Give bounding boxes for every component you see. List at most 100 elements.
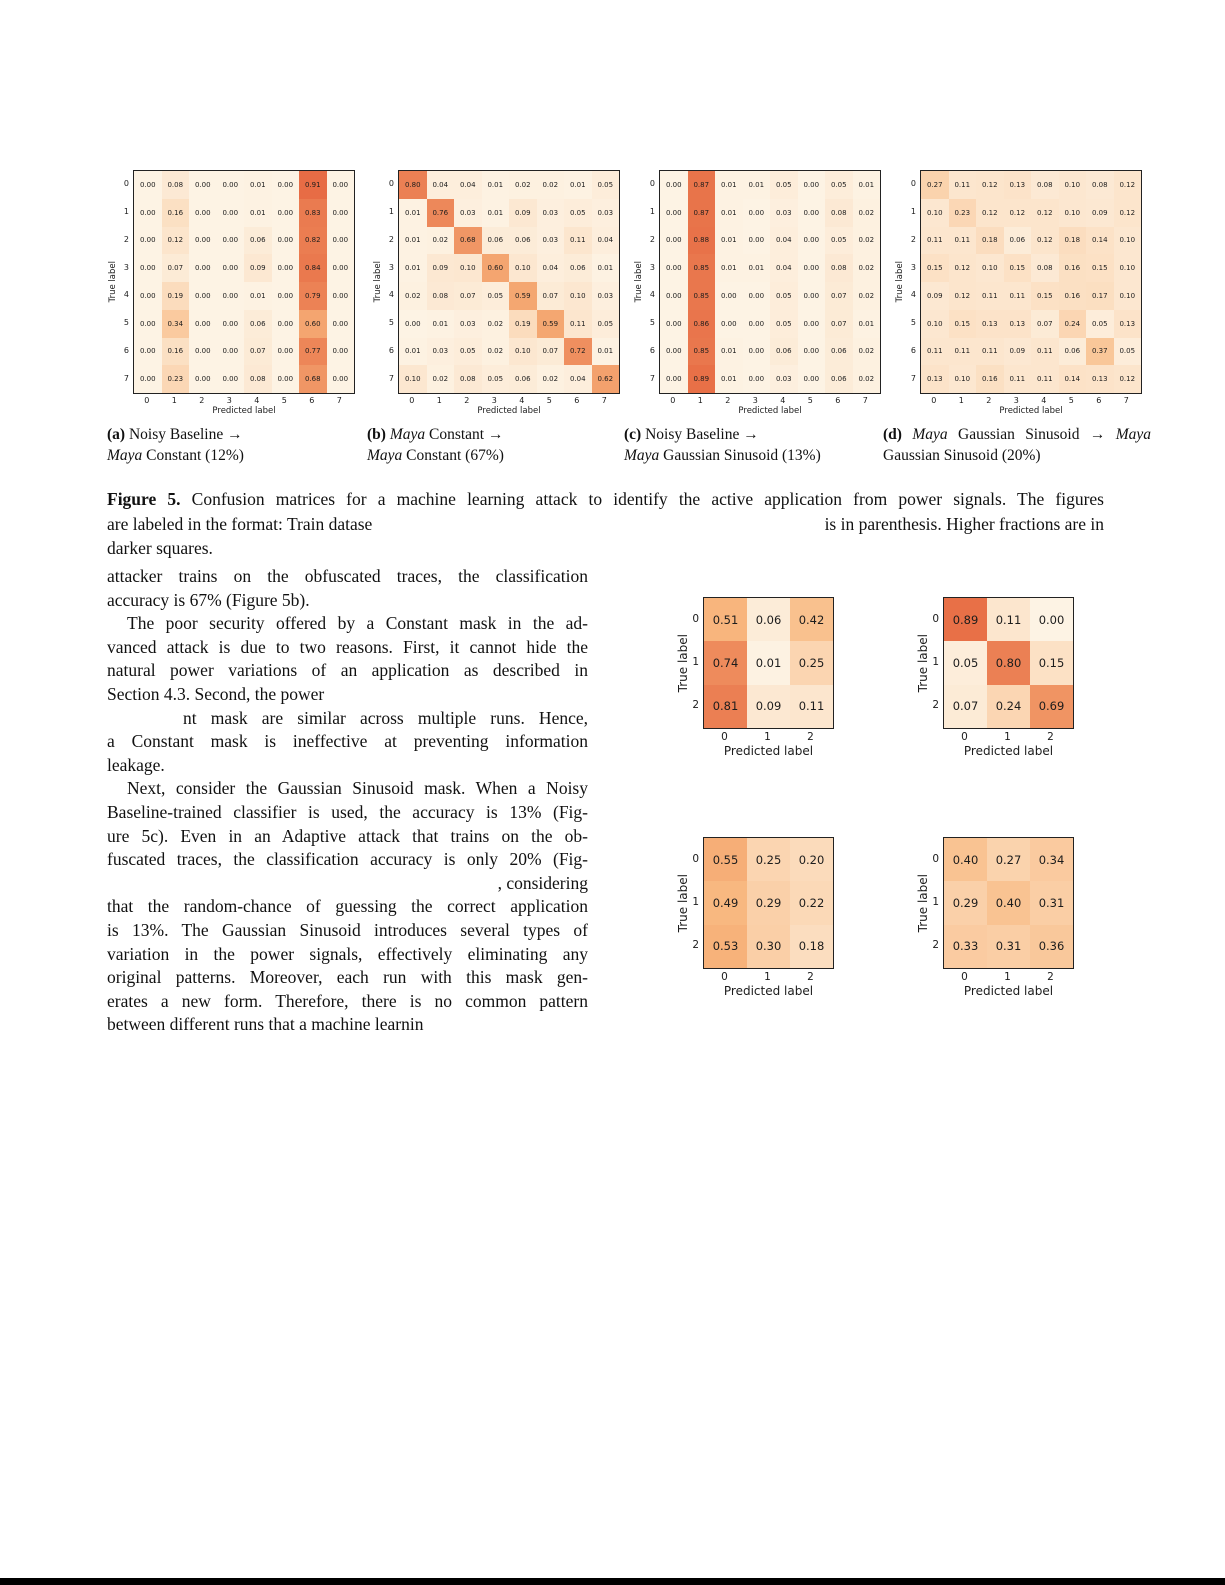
subcaption-line: Maya Constant (67%) — [367, 445, 617, 466]
y-axis-label: True label — [676, 633, 690, 693]
heatmap-cell: 0.00 — [797, 337, 825, 366]
heatmap-cell: 0.00 — [271, 282, 299, 310]
heatmap-cell: 0.24 — [1058, 309, 1086, 338]
heatmap-row: 0.00 0.85 0.00 0.00 0.05 0.00 0.07 0.02 — [660, 282, 880, 310]
x-axis-label: Predicted label — [723, 744, 814, 759]
heatmap-cell: 0.00 — [189, 254, 217, 282]
y-tick-label: 0 — [388, 179, 394, 189]
subcaption-segment — [902, 426, 912, 443]
heatmap-cell: 0.10 — [564, 282, 592, 310]
heatmap-cell: 0.79 — [299, 282, 327, 310]
heatmap-cell: 0.03 — [536, 198, 564, 227]
heatmap-row: 0.33 0.31 0.36 — [944, 924, 1073, 969]
heatmap-cell: 0.85 — [687, 282, 715, 310]
heatmap-cell: 0.59 — [536, 309, 564, 338]
subcaption-d: (d) Maya Gaussian Sinusoid → Maya Gaussia… — [883, 424, 1151, 466]
y-tick-label: 3 — [910, 262, 916, 272]
heatmap-cell: 0.00 — [271, 226, 299, 255]
heatmap-cell: 0.00 — [134, 282, 162, 310]
heatmap-cell: 0.00 — [660, 309, 688, 338]
heatmap-cell: 0.05 — [770, 282, 798, 310]
heatmap-cell: 0.00 — [660, 337, 688, 366]
y-tick-label: 7 — [388, 373, 394, 383]
heatmap-cell: 0.13 — [976, 309, 1004, 338]
x-tick-label: 2 — [1047, 971, 1054, 984]
heatmap-cell: 0.09 — [1086, 198, 1114, 227]
heatmap-cell: 0.02 — [852, 282, 880, 310]
x-tick-label: 5 — [281, 396, 287, 405]
heatmap-cell: 0.00 — [189, 309, 217, 338]
x-tick-label: 7 — [601, 396, 607, 405]
heatmap-cell: 0.00 — [326, 309, 354, 338]
body-line: leakage. — [107, 754, 165, 775]
confusion-matrix-small-4: True label 0 1 2 0.40 0.27 0.34 0.29 0.40 0.31 0.3… — [916, 837, 1074, 998]
heatmap-row: 0.00 0.16 0.00 0.00 0.01 0.00 0.83 0.00 — [134, 198, 354, 227]
heatmap-cell: 0.05 — [1113, 337, 1141, 366]
heatmap-cell: 0.55 — [704, 838, 747, 882]
subcaption-line: (a) Noisy Baseline → — [107, 424, 357, 445]
figure-caption-line2: are labeled in the format: Train datase … — [107, 512, 1104, 537]
subcaption-line: Maya Constant (12%) — [107, 445, 357, 466]
heatmap-cell: 0.00 — [271, 254, 299, 282]
heatmap-cell: 0.15 — [1003, 254, 1031, 282]
heatmap-cell: 0.06 — [564, 254, 592, 282]
y-axis-label: True label — [895, 261, 905, 303]
subcaption-segment: Constant (12%) — [142, 447, 244, 464]
x-tick-label: 2 — [807, 971, 814, 984]
x-tick-label: 1 — [1004, 731, 1011, 744]
heatmap-cell: 0.00 — [134, 171, 162, 199]
heatmap-cell: 0.01 — [715, 198, 743, 227]
heatmap-cell: 0.02 — [481, 337, 509, 366]
heatmap-cell: 0.00 — [189, 337, 217, 366]
heatmap-cell: 0.42 — [790, 598, 833, 642]
body-line: is 13%. The Gaussian Sinusoid introduces… — [107, 919, 588, 940]
heatmap-cell: 0.06 — [1003, 226, 1031, 255]
heatmap-cell: 0.10 — [921, 309, 949, 338]
x-tick-label: 1 — [764, 731, 771, 744]
heatmap-row: 0.01 0.09 0.10 0.60 0.10 0.04 0.06 0.01 — [399, 254, 619, 282]
heatmap-cell: 0.00 — [660, 282, 688, 310]
body-line: nt mask are similar across multiple runs… — [183, 707, 588, 728]
heatmap-cell: 0.05 — [944, 641, 987, 685]
y-tick-label: 7 — [649, 373, 655, 383]
body-line: accuracy is 67% (Figure 5b). — [107, 589, 310, 610]
heatmap-cell: 0.10 — [399, 365, 427, 393]
body-line: that the random-chance of guessing the c… — [107, 896, 588, 917]
heatmap-cell: 0.05 — [825, 226, 853, 255]
heatmap-cell: 0.05 — [481, 365, 509, 393]
y-tick-label: 0 — [123, 179, 129, 189]
heatmap-cell: 0.03 — [591, 282, 619, 310]
subcaption-segment: Gaussian Sinusoid (20%) — [883, 447, 1041, 464]
heatmap-cell: 0.00 — [134, 198, 162, 227]
x-tick-label: 4 — [254, 396, 260, 405]
heatmap-row: 0.13 0.10 0.16 0.11 0.11 0.14 0.13 0.12 — [921, 365, 1141, 393]
heatmap-cell: 0.11 — [948, 337, 976, 366]
y-tick-label: 1 — [910, 207, 916, 217]
heatmap-row: 0.00 0.19 0.00 0.00 0.01 0.00 0.79 0.00 — [134, 282, 354, 310]
y-tick-label: 0 — [910, 179, 916, 189]
heatmap-cell: 0.10 — [454, 254, 482, 282]
heatmap-cell: 0.05 — [564, 198, 592, 227]
heatmap-row: 0.81 0.09 0.11 — [704, 684, 833, 729]
y-tick-label: 2 — [388, 234, 394, 244]
heatmap-cell: 0.11 — [921, 337, 949, 366]
page-bottom-edge — [0, 1578, 1225, 1585]
x-axis-label: Predicted label — [477, 406, 541, 416]
heatmap-cell: 0.06 — [244, 226, 272, 255]
heatmap-cell: 0.02 — [426, 365, 454, 393]
heatmap-row: 0.01 0.76 0.03 0.01 0.09 0.03 0.05 0.03 — [399, 198, 619, 227]
heatmap-cell: 0.12 — [1031, 226, 1059, 255]
heatmap-cell: 0.03 — [454, 309, 482, 338]
heatmap-cell: 0.06 — [825, 337, 853, 366]
heatmap-cell: 0.68 — [454, 226, 482, 255]
heatmap-cell: 0.15 — [948, 309, 976, 338]
figure-caption-label: Figure 5. — [107, 489, 181, 509]
heatmap-cell: 0.00 — [189, 226, 217, 255]
heatmap-cell: 0.02 — [852, 226, 880, 255]
heatmap-cell: 0.16 — [1058, 282, 1086, 310]
heatmap-cell: 0.00 — [715, 282, 743, 310]
figure-caption-line2-right: is in parenthesis. Higher fractions are … — [824, 513, 1104, 534]
body-line: between different runs that a machine le… — [107, 1014, 424, 1035]
heatmap-cell: 0.01 — [715, 254, 743, 282]
subcaption-line: Maya Gaussian Sinusoid (13%) — [624, 445, 874, 466]
